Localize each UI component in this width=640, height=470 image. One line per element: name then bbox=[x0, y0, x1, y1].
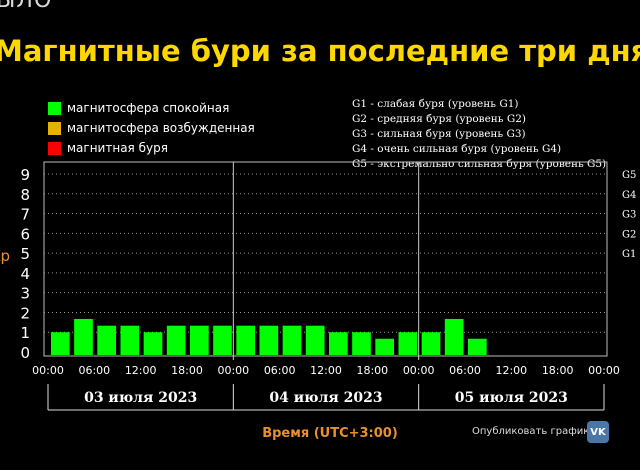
x-tick-label: 06:00 bbox=[449, 364, 481, 377]
y-tick-label: 1 bbox=[20, 324, 30, 342]
x-tick-label: 12:00 bbox=[125, 364, 157, 377]
kp-bar bbox=[259, 325, 279, 355]
date-label: 03 июля 2023 bbox=[84, 390, 197, 406]
kp-bar bbox=[236, 325, 255, 355]
legend-item-calm: магнитосфера спокойная bbox=[48, 98, 255, 118]
y-tick-label: 7 bbox=[20, 206, 30, 224]
legend-swatch-excited bbox=[48, 121, 61, 135]
y-tick-label: 2 bbox=[20, 304, 30, 322]
kp-bar bbox=[190, 325, 209, 355]
g-legend-g4: G4 - очень сильная буря (уровень G4) bbox=[352, 143, 562, 155]
kp-bar bbox=[468, 338, 487, 355]
kp-bar bbox=[444, 318, 464, 355]
x-tick-label: 12:00 bbox=[310, 364, 342, 377]
plot-frame bbox=[43, 161, 608, 357]
x-tick-label: 18:00 bbox=[542, 364, 574, 377]
x-tick-label: 00:00 bbox=[32, 364, 64, 377]
y-tick-label: 9 bbox=[20, 166, 30, 184]
share-label: Опубликовать график: bbox=[472, 426, 593, 437]
g-legend-g1: G1 - слабая буря (уровень G1) bbox=[352, 98, 519, 110]
x-tick-label: 18:00 bbox=[356, 364, 388, 377]
legend-label-storm: магнитная буря bbox=[67, 141, 168, 155]
x-axis-label: Время (UTC+3:00) bbox=[262, 426, 398, 441]
legend-label-calm: магнитосфера спокойная bbox=[67, 101, 230, 115]
g-legend-g5: G5 - экстремально сильная буря (уровень … bbox=[352, 158, 607, 170]
kp-bar bbox=[398, 332, 418, 355]
legend-item-storm: магнитная буря bbox=[48, 138, 255, 158]
x-tick-label: 06:00 bbox=[78, 364, 110, 377]
cropped-header-text: ЫЛО bbox=[0, 0, 53, 13]
kp-bar bbox=[421, 332, 441, 355]
kp-bar bbox=[213, 325, 232, 355]
date-label: 04 июля 2023 bbox=[269, 390, 382, 406]
g-level-label: G1 bbox=[622, 249, 636, 260]
kp-bar bbox=[51, 332, 70, 355]
x-tick-label: 18:00 bbox=[171, 364, 203, 377]
g-legend-g3: G3 - сильная буря (уровень G3) bbox=[352, 128, 526, 140]
kp-bar bbox=[282, 325, 302, 355]
x-tick-label: 06:00 bbox=[264, 364, 296, 377]
g-level-label: G3 bbox=[622, 210, 636, 221]
x-tick-label: 00:00 bbox=[588, 364, 620, 377]
kp-bar bbox=[97, 325, 116, 355]
legend-swatch-storm bbox=[48, 141, 61, 155]
g-legend-g2: G2 - средняя буря (уровень G2) bbox=[352, 113, 526, 125]
y-axis-label: Kp bbox=[0, 247, 10, 265]
kp-bar bbox=[166, 325, 186, 355]
y-tick-label: 4 bbox=[20, 265, 30, 283]
x-tick-label: 00:00 bbox=[403, 364, 435, 377]
y-tick-label: 5 bbox=[20, 245, 30, 263]
y-tick-label: 8 bbox=[20, 186, 30, 204]
y-tick-label: 6 bbox=[20, 225, 30, 243]
kp-bar bbox=[143, 332, 163, 355]
g-level-label: G5 bbox=[622, 170, 636, 181]
page-title: Магнитные бури за последние три дня bbox=[0, 34, 640, 68]
x-tick-label: 00:00 bbox=[217, 364, 249, 377]
kp-bar bbox=[305, 325, 325, 355]
kp-bar bbox=[329, 332, 348, 355]
date-label: 05 июля 2023 bbox=[455, 390, 568, 406]
kp-bar bbox=[375, 338, 394, 355]
g-level-legend: G1 - слабая буря (уровень G1) G2 - средн… bbox=[352, 97, 606, 172]
legend-swatch-calm bbox=[48, 101, 61, 115]
kp-bar bbox=[352, 332, 371, 355]
y-tick-label: 3 bbox=[20, 285, 30, 303]
y-tick-label: 0 bbox=[20, 344, 30, 362]
kp-bar bbox=[74, 318, 93, 355]
kp-bar bbox=[120, 325, 140, 355]
x-tick-label: 12:00 bbox=[495, 364, 527, 377]
status-legend: магнитосфера спокойная магнитосфера возб… bbox=[48, 98, 255, 158]
g-level-label: G2 bbox=[622, 229, 636, 240]
g-level-label: G4 bbox=[622, 190, 636, 201]
legend-item-excited: магнитосфера возбужденная bbox=[48, 118, 255, 138]
legend-label-excited: магнитосфера возбужденная bbox=[67, 121, 255, 135]
vk-icon[interactable]: VK bbox=[587, 421, 609, 443]
